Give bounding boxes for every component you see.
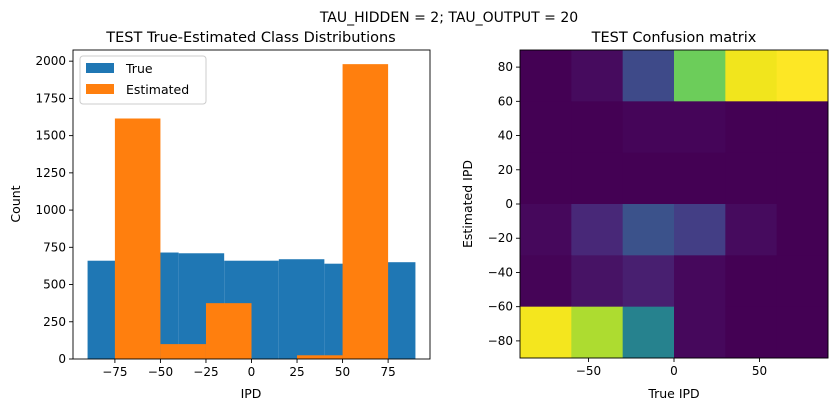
matrix-cell-r1-c5 — [776, 101, 829, 154]
histogram-y-tick-label: 250 — [43, 315, 66, 329]
matrix-cell-r0-c3 — [674, 50, 726, 102]
matrix-cell-r4-c5 — [776, 255, 829, 308]
confusion-matrix-cells — [520, 50, 829, 359]
estimated-bar-0 — [114, 118, 161, 359]
matrix-cell-r3-c0 — [520, 204, 572, 256]
estimated-bar-1 — [160, 344, 206, 359]
histogram-x-tick-label: 50 — [335, 365, 350, 379]
matrix-cell-r0-c4 — [725, 50, 778, 102]
matrix-cell-r0-c0 — [520, 50, 572, 102]
matrix-cell-r3-c1 — [571, 204, 624, 256]
matrix-cell-r5-c4 — [725, 306, 778, 359]
histogram-y-ticks: 0 250 500 750 1000 1250 1500 1750 2000 — [35, 54, 73, 366]
estimated-bar-2 — [205, 303, 252, 359]
matrix-cell-r2-c0 — [520, 152, 572, 205]
histogram-y-tick-label: 0 — [58, 352, 66, 366]
legend-label-true: True — [125, 61, 153, 76]
matrix-cell-r0-c2 — [622, 50, 675, 102]
matrix-cell-r2-c3 — [674, 152, 726, 205]
figure-suptitle: TAU_HIDDEN = 2; TAU_OUTPUT = 20 — [319, 10, 578, 26]
confusion-matrix-chart: TEST Confusion matrix −50 0 50 −80 −60 −40 −2… — [460, 30, 829, 401]
matrix-y-tick-label: 60 — [498, 94, 513, 108]
histogram-x-tick-label: 25 — [289, 365, 304, 379]
histogram-x-tick-label: −75 — [102, 365, 127, 379]
matrix-cell-r2-c2 — [622, 152, 675, 205]
confusion-matrix-y-label: Estimated IPD — [460, 160, 475, 248]
matrix-cell-r0-c1 — [571, 50, 624, 102]
matrix-x-tick-label: −50 — [576, 364, 601, 378]
histogram-y-tick-label: 1500 — [35, 129, 66, 143]
matrix-cell-r4-c4 — [725, 255, 778, 308]
legend-swatch-estimated — [86, 84, 114, 94]
matrix-y-tick-label: −80 — [488, 334, 513, 348]
histogram-y-tick-label: 750 — [43, 240, 66, 254]
matrix-cell-r4-c0 — [520, 255, 572, 308]
matrix-cell-r5-c2 — [622, 306, 675, 359]
matrix-cell-r1-c0 — [520, 101, 572, 154]
matrix-cell-r4-c1 — [571, 255, 624, 308]
confusion-matrix-y-ticks: −80 −60 −40 −20 0 20 40 60 80 — [488, 60, 520, 348]
histogram-title: TEST True-Estimated Class Distributions — [105, 30, 395, 46]
confusion-matrix-title: TEST Confusion matrix — [591, 30, 757, 46]
matrix-cell-r3-c4 — [725, 204, 778, 256]
histogram-x-tick-label: 75 — [380, 365, 395, 379]
legend-label-estimated: Estimated — [126, 82, 189, 97]
matrix-cell-r1-c3 — [674, 101, 726, 154]
histogram-x-tick-label: −25 — [193, 365, 218, 379]
histogram-y-tick-label: 1000 — [35, 203, 66, 217]
histogram-legend: True Estimated — [79, 55, 207, 105]
matrix-y-tick-label: −20 — [488, 231, 513, 245]
matrix-y-tick-label: 80 — [498, 60, 513, 74]
matrix-cell-r2-c5 — [776, 152, 829, 205]
confusion-matrix-x-label: True IPD — [647, 386, 699, 401]
matrix-y-tick-label: 0 — [505, 197, 513, 211]
matrix-cell-r5-c0 — [520, 306, 572, 359]
matrix-x-tick-label: 50 — [752, 364, 767, 378]
matrix-cell-r2-c4 — [725, 152, 778, 205]
histogram-x-tick-label: −50 — [148, 365, 173, 379]
legend-swatch-true — [86, 63, 114, 73]
histogram-y-tick-label: 1750 — [35, 91, 66, 105]
true-bar-4 — [278, 259, 325, 359]
histogram-x-ticks: −75 −50 −25 0 25 50 75 — [102, 359, 396, 379]
histogram-y-label: Count — [8, 185, 23, 222]
matrix-cell-r1-c4 — [725, 101, 778, 154]
histogram-x-label: IPD — [241, 386, 262, 401]
confusion-matrix-x-ticks: −50 0 50 — [576, 358, 767, 378]
matrix-y-tick-label: −40 — [488, 265, 513, 279]
histogram-chart: TEST True-Estimated Class Distributions … — [8, 30, 431, 401]
matrix-cell-r5-c1 — [571, 306, 624, 359]
estimated-series-bars — [114, 64, 389, 360]
matrix-cell-r0-c5 — [776, 50, 829, 102]
histogram-y-tick-label: 500 — [43, 278, 66, 292]
histogram-y-tick-label: 2000 — [35, 54, 66, 68]
matrix-y-tick-label: 40 — [498, 129, 513, 143]
estimated-bar-4 — [342, 64, 389, 360]
histogram-y-tick-label: 1250 — [35, 166, 66, 180]
histogram-x-tick-label: 0 — [248, 365, 256, 379]
matrix-cell-r3-c2 — [622, 204, 675, 256]
matrix-x-tick-label: 0 — [670, 364, 678, 378]
matrix-cell-r3-c3 — [674, 204, 726, 256]
matrix-cell-r1-c1 — [571, 101, 624, 154]
matrix-cell-r2-c1 — [571, 152, 624, 205]
matrix-cell-r5-c3 — [674, 306, 726, 359]
matrix-y-tick-label: −60 — [488, 300, 513, 314]
matrix-cell-r3-c5 — [776, 204, 829, 256]
matrix-y-tick-label: 20 — [498, 163, 513, 177]
matrix-cell-r5-c5 — [776, 306, 829, 359]
matrix-cell-r4-c2 — [622, 255, 675, 308]
matrix-cell-r4-c3 — [674, 255, 726, 308]
estimated-bar-3 — [297, 355, 343, 359]
matrix-cell-r1-c2 — [622, 101, 675, 154]
